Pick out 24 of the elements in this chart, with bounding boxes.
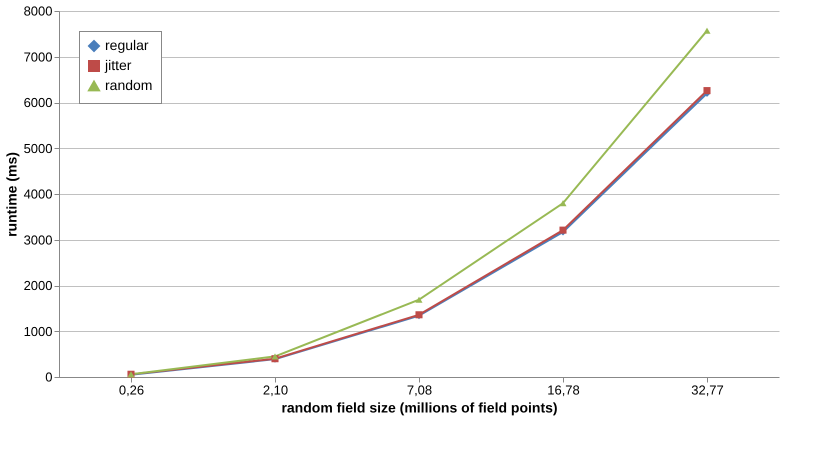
y-tick-label: 5000 [24,140,52,156]
y-tick-label: 7000 [24,49,52,64]
legend-label: jitter [104,57,132,73]
y-axis-title: runtime (ms) [4,152,20,237]
point [415,296,423,303]
y-tick-label: 1000 [24,324,52,339]
point [559,200,567,206]
x-tick-label: 32,77 [691,382,724,398]
x-tick-label: 16,78 [547,382,580,398]
y-tick-label: 2000 [24,278,52,293]
x-tick-label: 2,10 [262,382,288,398]
point [703,87,711,94]
point [271,353,279,360]
x-axis-title: random field size (millions of field points) [281,400,558,416]
y-tick-label: 4000 [24,186,52,202]
point [703,28,711,34]
y-tick-label: 3000 [24,232,52,248]
y-tick-label: 8000 [24,4,52,18]
legend-label: regular [105,37,149,53]
legend-label: random [105,77,152,93]
y-tick-label: 0 [45,370,52,384]
x-tick-label: 0,26 [118,382,144,398]
y-tick-label: 6000 [24,95,52,110]
x-tick-label: 7,08 [406,382,432,398]
